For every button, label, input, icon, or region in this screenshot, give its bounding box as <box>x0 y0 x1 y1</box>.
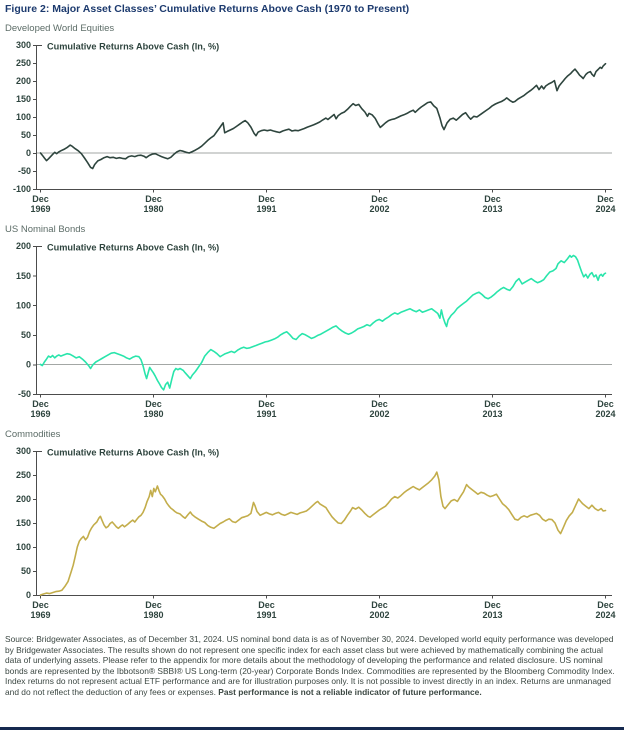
y-tick-label: 150 <box>16 271 31 281</box>
x-tick-label-month: Dec <box>145 399 162 409</box>
x-tick-label-month: Dec <box>597 194 614 204</box>
y-tick-label: 250 <box>16 58 31 68</box>
y-tick-label: 0 <box>26 360 31 370</box>
bottom-rule <box>0 727 624 730</box>
x-tick-label-month: Dec <box>145 600 162 610</box>
footer-bold-text: Past performance is not a reliable indic… <box>218 686 482 697</box>
y-tick-label: -100 <box>13 184 31 194</box>
section-label-commodities: Commodities <box>5 429 61 440</box>
y-tick-label: 200 <box>16 76 31 86</box>
chart-canvas: 300250200150100500-50-100Dec1969Dec1980D… <box>13 40 616 214</box>
x-tick-label-month: Dec <box>145 194 162 204</box>
x-tick-label-month: Dec <box>32 600 49 610</box>
y-tick-label: 150 <box>16 94 31 104</box>
x-tick-label-year: 2024 <box>595 610 615 620</box>
x-tick-label-year: 1991 <box>256 409 276 419</box>
section-label-bonds: US Nominal Bonds <box>5 224 86 235</box>
commodities-chart: 300 250 200 150 100 50 0 Dec 1969 Dec 1980 Dec 1991 D… <box>0 441 624 625</box>
footer-normal-text: Source: Bridgewater Associates, as of De… <box>5 634 615 697</box>
x-tick-label-year: 1969 <box>30 610 50 620</box>
y-tick-label: 100 <box>16 542 31 552</box>
x-tick-label-month: Dec <box>32 194 49 204</box>
y-tick-label: 150 <box>16 518 31 528</box>
series-line <box>39 62 607 170</box>
source-disclosure-text: Source: Bridgewater Associates, as of De… <box>5 634 619 697</box>
x-tick-label-month: Dec <box>32 399 49 409</box>
x-tick-label-year: 2013 <box>482 204 502 214</box>
chart-canvas: 300250200150100500Dec1969Dec1980Dec1991D… <box>16 446 616 620</box>
section-label-equities: Developed World Equities <box>5 23 115 34</box>
x-tick-label-year: 2013 <box>482 409 502 419</box>
x-tick-label-year: 2024 <box>595 204 615 214</box>
axis-title: Cumulative Returns Above Cash (ln, %) <box>47 243 219 253</box>
axis-title: Cumulative Returns Above Cash (ln, %) <box>47 448 219 458</box>
y-tick-label: 300 <box>16 446 31 456</box>
y-tick-label: 300 <box>16 40 31 50</box>
x-tick-label-year: 2002 <box>369 409 389 419</box>
x-tick-label-year: 1991 <box>256 204 276 214</box>
x-tick-label-month: Dec <box>484 600 501 610</box>
chart-canvas: 200150100500-50Dec1969Dec1980Dec1991Dec2… <box>16 241 616 419</box>
x-tick-label-month: Dec <box>371 399 388 409</box>
x-tick-label-month: Dec <box>484 399 501 409</box>
x-tick-label-year: 2024 <box>595 409 615 419</box>
x-tick-label-month: Dec <box>371 600 388 610</box>
y-tick-label: 50 <box>21 330 31 340</box>
equities-chart: 300 250 200 150 100 50 0 -50 -100 Dec 1969 Dec 1980 D… <box>0 35 624 219</box>
x-tick-label-month: Dec <box>371 194 388 204</box>
x-tick-label-year: 1969 <box>30 204 50 214</box>
series-line <box>39 471 607 596</box>
y-tick-label: 0 <box>26 148 31 158</box>
x-tick-label-year: 1991 <box>256 610 276 620</box>
x-tick-label-year: 2013 <box>482 610 502 620</box>
x-tick-label-month: Dec <box>258 399 275 409</box>
x-tick-label-year: 1980 <box>143 204 163 214</box>
series-line <box>39 254 607 391</box>
x-tick-label-month: Dec <box>258 600 275 610</box>
y-tick-label: 0 <box>26 590 31 600</box>
x-tick-label-month: Dec <box>258 194 275 204</box>
y-tick-label: 50 <box>21 130 31 140</box>
x-tick-label-year: 1980 <box>143 409 163 419</box>
x-tick-label-month: Dec <box>597 399 614 409</box>
x-tick-label-year: 2002 <box>369 610 389 620</box>
y-tick-label: 100 <box>16 112 31 122</box>
x-tick-label-year: 1969 <box>30 409 50 419</box>
x-tick-label-year: 1980 <box>143 610 163 620</box>
y-tick-label: -50 <box>18 166 31 176</box>
y-tick-label: -50 <box>18 389 31 399</box>
x-tick-label-year: 2002 <box>369 204 389 214</box>
y-tick-label: 200 <box>16 241 31 251</box>
y-tick-label: 200 <box>16 494 31 504</box>
y-tick-label: 100 <box>16 300 31 310</box>
y-tick-label: 50 <box>21 566 31 576</box>
x-tick-label-month: Dec <box>597 600 614 610</box>
x-tick-label-month: Dec <box>484 194 501 204</box>
bonds-chart: 200 150 100 50 0 -50 Dec 1969 Dec 1980 Dec 1991 Dec 2… <box>0 236 624 424</box>
y-tick-label: 250 <box>16 470 31 480</box>
figure-title: Figure 2: Major Asset Classes’ Cumulativ… <box>5 3 410 15</box>
axis-title: Cumulative Returns Above Cash (ln, %) <box>47 42 219 52</box>
